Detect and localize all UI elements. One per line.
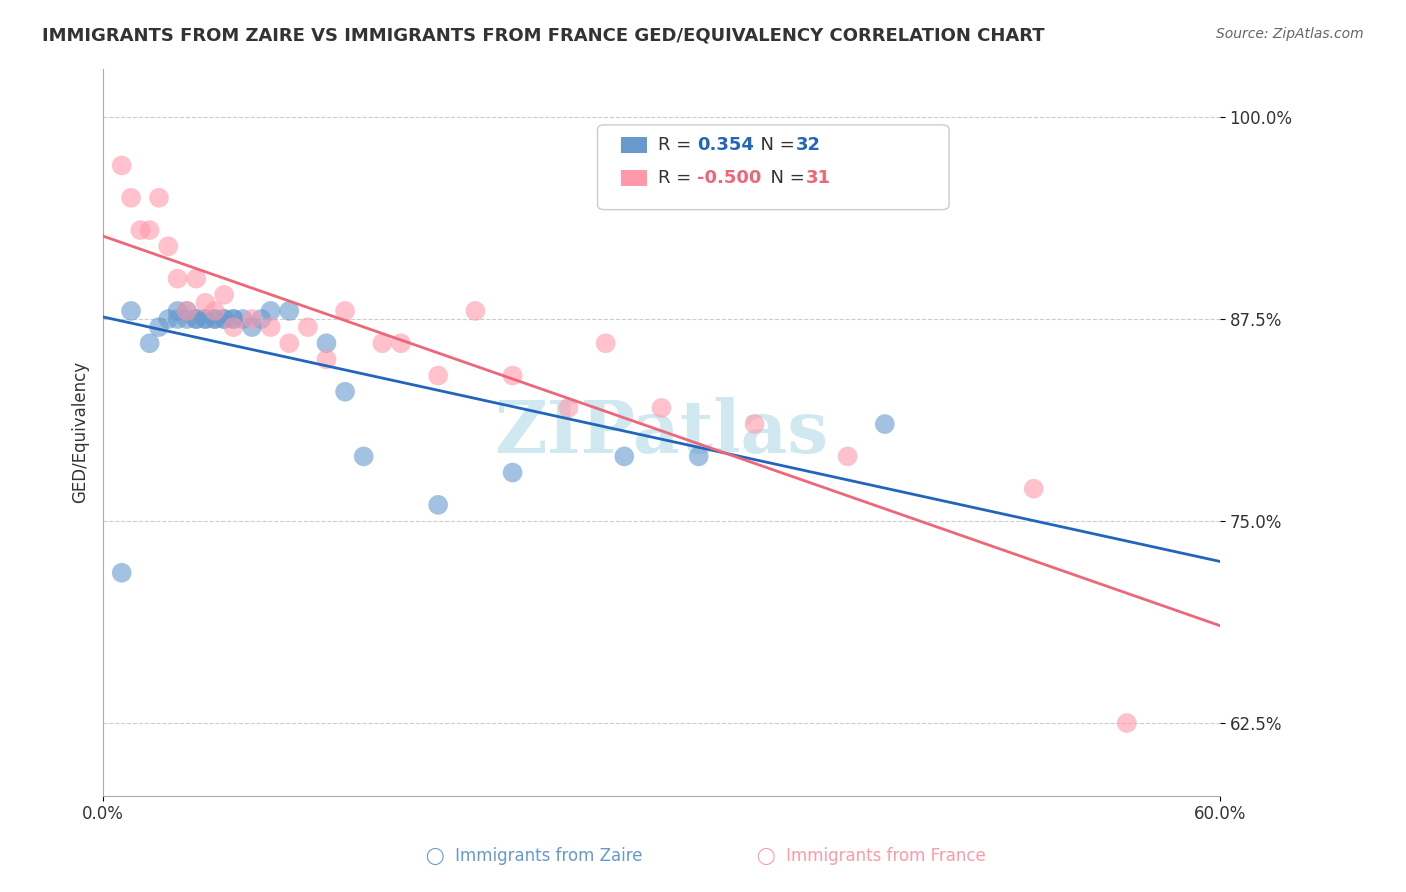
Immigrants from France [278,336,301,351]
Immigrants from Zaire [250,312,273,326]
Immigrants from Zaire [204,312,226,326]
Immigrants from Zaire [240,320,263,334]
Immigrants from Zaire [613,450,636,464]
Immigrants from France [650,401,672,415]
Immigrants from Zaire [259,304,281,318]
Immigrants from France [837,450,859,464]
Immigrants from France [744,417,766,431]
Immigrants from Zaire [688,450,710,464]
Text: Source: ZipAtlas.com: Source: ZipAtlas.com [1216,27,1364,41]
Immigrants from France [111,159,134,173]
Immigrants from France [157,239,180,253]
Text: 31: 31 [806,169,831,187]
Immigrants from Zaire [138,336,160,351]
Immigrants from France [297,320,319,334]
Immigrants from France [138,223,160,237]
Immigrants from Zaire [502,466,524,480]
Immigrants from Zaire [278,304,301,318]
Text: R =: R = [658,169,697,187]
Immigrants from Zaire [166,304,188,318]
Immigrants from France [371,336,394,351]
Immigrants from Zaire [186,312,208,326]
Immigrants from France [333,304,356,318]
Immigrants from France [204,304,226,318]
Immigrants from France [194,296,217,310]
Immigrants from Zaire [120,304,142,318]
Immigrants from France [1022,482,1045,496]
Immigrants from France [212,287,235,301]
Immigrants from Zaire [315,336,337,351]
Immigrants from Zaire [111,566,134,580]
Immigrants from Zaire [222,312,245,326]
Text: R =: R = [658,136,697,154]
Text: IMMIGRANTS FROM ZAIRE VS IMMIGRANTS FROM FRANCE GED/EQUIVALENCY CORRELATION CHAR: IMMIGRANTS FROM ZAIRE VS IMMIGRANTS FROM… [42,27,1045,45]
Immigrants from Zaire [186,312,208,326]
Immigrants from France [222,320,245,334]
Immigrants from Zaire [194,312,217,326]
Immigrants from Zaire [212,312,235,326]
Text: ZIPatlas: ZIPatlas [495,397,828,467]
Immigrants from Zaire [194,312,217,326]
Immigrants from Zaire [176,304,198,318]
Immigrants from France [595,336,617,351]
Immigrants from France [557,401,579,415]
Immigrants from France [176,304,198,318]
Text: 0.354: 0.354 [697,136,754,154]
Immigrants from France [166,271,188,285]
Immigrants from France [389,336,412,351]
Text: ◯  Immigrants from France: ◯ Immigrants from France [758,847,986,865]
Immigrants from Zaire [148,320,170,334]
Text: N =: N = [749,136,801,154]
Immigrants from France [186,271,208,285]
Immigrants from France [148,191,170,205]
Immigrants from Zaire [232,312,254,326]
Immigrants from France [129,223,152,237]
Immigrants from Zaire [353,450,375,464]
Immigrants from France [259,320,281,334]
Immigrants from Zaire [166,312,188,326]
Immigrants from Zaire [333,384,356,399]
Text: N =: N = [759,169,811,187]
Immigrants from Zaire [222,312,245,326]
Immigrants from Zaire [873,417,896,431]
Immigrants from France [502,368,524,383]
Immigrants from Zaire [204,312,226,326]
Immigrants from Zaire [212,312,235,326]
Immigrants from France [427,368,450,383]
Immigrants from France [1115,716,1137,731]
Y-axis label: GED/Equivalency: GED/Equivalency [72,361,89,503]
Immigrants from Zaire [157,312,180,326]
Immigrants from France [464,304,486,318]
Immigrants from France [120,191,142,205]
Immigrants from Zaire [427,498,450,512]
Immigrants from France [315,352,337,367]
Text: 32: 32 [796,136,821,154]
Immigrants from Zaire [176,312,198,326]
Text: ◯  Immigrants from Zaire: ◯ Immigrants from Zaire [426,847,643,865]
Text: -0.500: -0.500 [697,169,762,187]
Immigrants from France [240,312,263,326]
